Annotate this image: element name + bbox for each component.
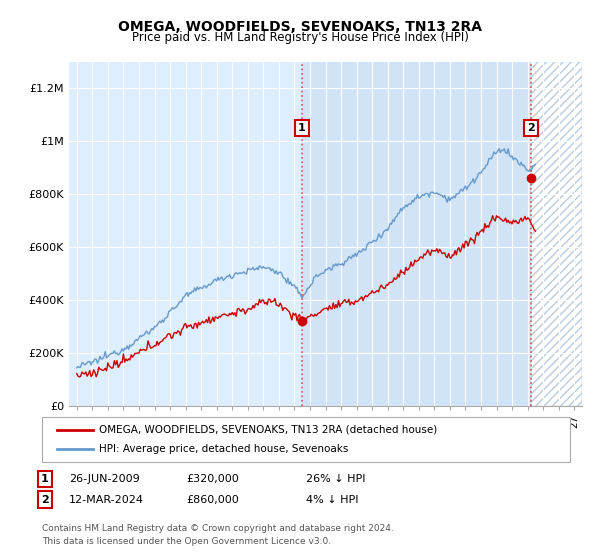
Text: 2: 2 xyxy=(41,494,49,505)
Text: Contains HM Land Registry data © Crown copyright and database right 2024.
This d: Contains HM Land Registry data © Crown c… xyxy=(42,524,394,546)
Bar xyxy=(302,62,530,406)
Text: 12-MAR-2024: 12-MAR-2024 xyxy=(69,494,144,505)
Text: 26% ↓ HPI: 26% ↓ HPI xyxy=(306,474,365,484)
Text: 26-JUN-2009: 26-JUN-2009 xyxy=(69,474,140,484)
Text: 1: 1 xyxy=(298,123,306,133)
Text: Price paid vs. HM Land Registry's House Price Index (HPI): Price paid vs. HM Land Registry's House … xyxy=(131,31,469,44)
Bar xyxy=(530,62,582,406)
Text: OMEGA, WOODFIELDS, SEVENOAKS, TN13 2RA (detached house): OMEGA, WOODFIELDS, SEVENOAKS, TN13 2RA (… xyxy=(99,424,437,435)
Text: £320,000: £320,000 xyxy=(186,474,239,484)
Text: 4% ↓ HPI: 4% ↓ HPI xyxy=(306,494,359,505)
Text: OMEGA, WOODFIELDS, SEVENOAKS, TN13 2RA: OMEGA, WOODFIELDS, SEVENOAKS, TN13 2RA xyxy=(118,20,482,34)
Text: 2: 2 xyxy=(527,123,535,133)
Text: HPI: Average price, detached house, Sevenoaks: HPI: Average price, detached house, Seve… xyxy=(99,445,349,455)
Text: 1: 1 xyxy=(41,474,49,484)
Text: £860,000: £860,000 xyxy=(186,494,239,505)
